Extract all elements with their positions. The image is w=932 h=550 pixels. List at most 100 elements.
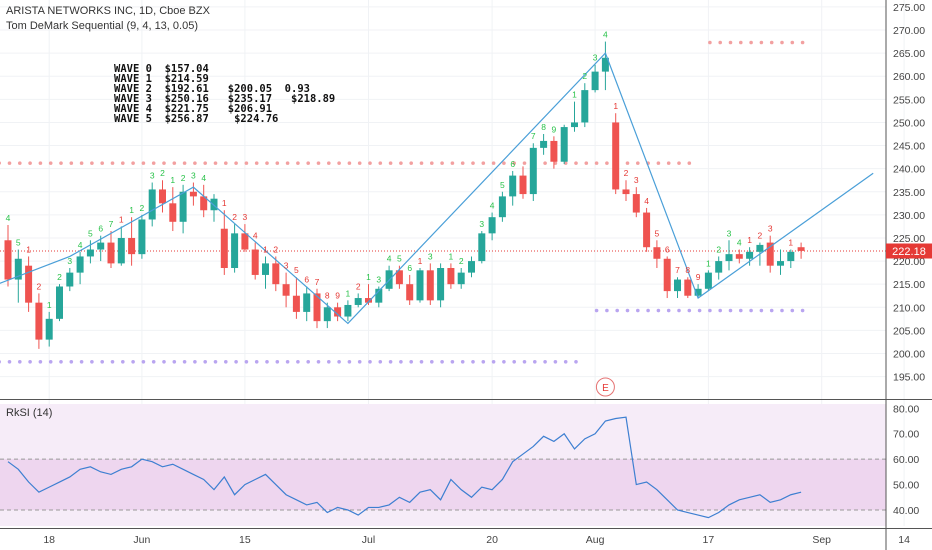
td-count-label: 1 xyxy=(222,198,227,208)
wave-line xyxy=(0,52,874,325)
price-tick-label: 230.00 xyxy=(893,210,925,222)
td-level-dot xyxy=(697,308,702,313)
td-level-dot xyxy=(584,161,589,165)
td-level-dot xyxy=(90,360,94,364)
td-level-dot xyxy=(460,161,465,165)
td-count-label: 5 xyxy=(397,254,402,264)
td-level-dot xyxy=(769,40,774,45)
td-level-dot xyxy=(265,360,269,364)
candle-body xyxy=(591,71,599,91)
earnings-icon[interactable] xyxy=(595,377,615,397)
td-count-label: 1 xyxy=(119,214,124,224)
candlesticks xyxy=(4,41,805,349)
td-count-label: 1 xyxy=(346,288,351,298)
td-count-label: 1 xyxy=(788,238,793,248)
td-level-dot xyxy=(605,161,609,165)
candle-body xyxy=(231,233,239,269)
candle-body xyxy=(365,298,372,303)
candle-body xyxy=(303,293,311,312)
td-level-dot xyxy=(79,360,84,364)
candle-body xyxy=(241,233,249,250)
td-level-dot xyxy=(728,40,733,45)
wave-1-line: WAVE 1 $214.59 xyxy=(114,73,209,85)
earnings-marker[interactable]: E xyxy=(595,377,615,397)
td-count-label: 3 xyxy=(191,171,196,181)
candle-body xyxy=(200,196,208,211)
td-level-dot xyxy=(790,308,795,313)
candle-body xyxy=(498,196,506,218)
td-count-label: 3 xyxy=(479,219,484,229)
td-level-dot xyxy=(162,161,166,165)
td-level-dot xyxy=(203,360,207,364)
td-level-dot xyxy=(543,360,547,364)
td-level-dot xyxy=(687,308,692,313)
td-level-dot xyxy=(471,360,475,364)
candle-body xyxy=(653,247,661,259)
candle-body xyxy=(107,242,115,264)
td-level-dot xyxy=(780,308,784,313)
candle-body xyxy=(571,122,578,128)
td-level-dot xyxy=(553,161,558,165)
td-level-dot xyxy=(121,161,125,165)
td-level-dot xyxy=(491,161,496,165)
candle-body xyxy=(210,198,218,211)
candle-body xyxy=(612,122,620,190)
time-tick-label: 20 xyxy=(486,534,498,546)
candle-body xyxy=(313,293,321,322)
td-count-label: 1 xyxy=(26,244,31,254)
td-count-label: 9 xyxy=(552,124,557,134)
td-count-label: 4 xyxy=(6,213,11,223)
td-level-dot xyxy=(739,40,743,45)
td-level-dot xyxy=(502,360,506,364)
candle-body xyxy=(220,228,228,269)
candle-body xyxy=(581,90,589,123)
td-level-dot xyxy=(800,308,805,313)
td-level-dot xyxy=(728,308,733,313)
candle-body xyxy=(643,212,651,248)
td-level-dot xyxy=(141,360,146,364)
candle-body xyxy=(25,265,33,303)
td-count-label: 3 xyxy=(376,274,381,284)
price-tick-label: 205.00 xyxy=(893,325,925,337)
td-count-label: 2 xyxy=(582,71,587,81)
td-level-dot xyxy=(440,360,444,364)
td-level-dot xyxy=(48,360,53,364)
td-level-dot xyxy=(244,161,249,165)
td-level-dot xyxy=(213,161,218,165)
candle-body xyxy=(189,191,197,197)
candle-body xyxy=(756,244,764,252)
td-count-label: 1 xyxy=(366,272,371,282)
chart-title: ARISTA NETWORKS INC, 1D, Cboe BZX xyxy=(6,5,211,17)
td-level-dot xyxy=(275,161,280,165)
td-level-dot xyxy=(636,308,640,313)
td-level-dot xyxy=(749,40,753,45)
td-count-label: 4 xyxy=(201,173,206,183)
td-count-label: 6 xyxy=(98,224,103,234)
td-level-dot xyxy=(574,161,578,165)
candle-body xyxy=(715,261,723,273)
td-count-label: 4 xyxy=(603,30,608,40)
candle-body xyxy=(725,254,733,262)
wave-0-line: WAVE 0 $157.04 xyxy=(114,63,209,75)
td-level-dot xyxy=(790,40,795,45)
td-count-label: 3 xyxy=(428,251,433,261)
time-tick-label: 14 xyxy=(898,534,910,546)
wave-5-line: WAVE 5 $256.87 $224.76 xyxy=(114,113,278,125)
td-count-label: 5 xyxy=(88,228,93,238)
wave-4-line: WAVE 4 $221.75 $206.91 xyxy=(114,103,272,115)
time-tick-label: 17 xyxy=(703,534,715,546)
td-level-dot xyxy=(141,161,146,165)
td-level-dot xyxy=(357,360,362,364)
td-level-dot xyxy=(18,161,22,165)
td-level-dot xyxy=(399,360,403,364)
td-count-label: 6 xyxy=(665,244,670,254)
td-count-label: 3 xyxy=(67,256,72,266)
td-level-dot xyxy=(316,161,321,165)
td-count-label: 1 xyxy=(747,235,752,245)
td-level-dot xyxy=(79,161,84,165)
td-level-dot xyxy=(172,360,177,364)
td-level-dot xyxy=(327,161,331,165)
td-level-dot xyxy=(172,161,177,165)
td-count-label: 6 xyxy=(510,159,515,169)
